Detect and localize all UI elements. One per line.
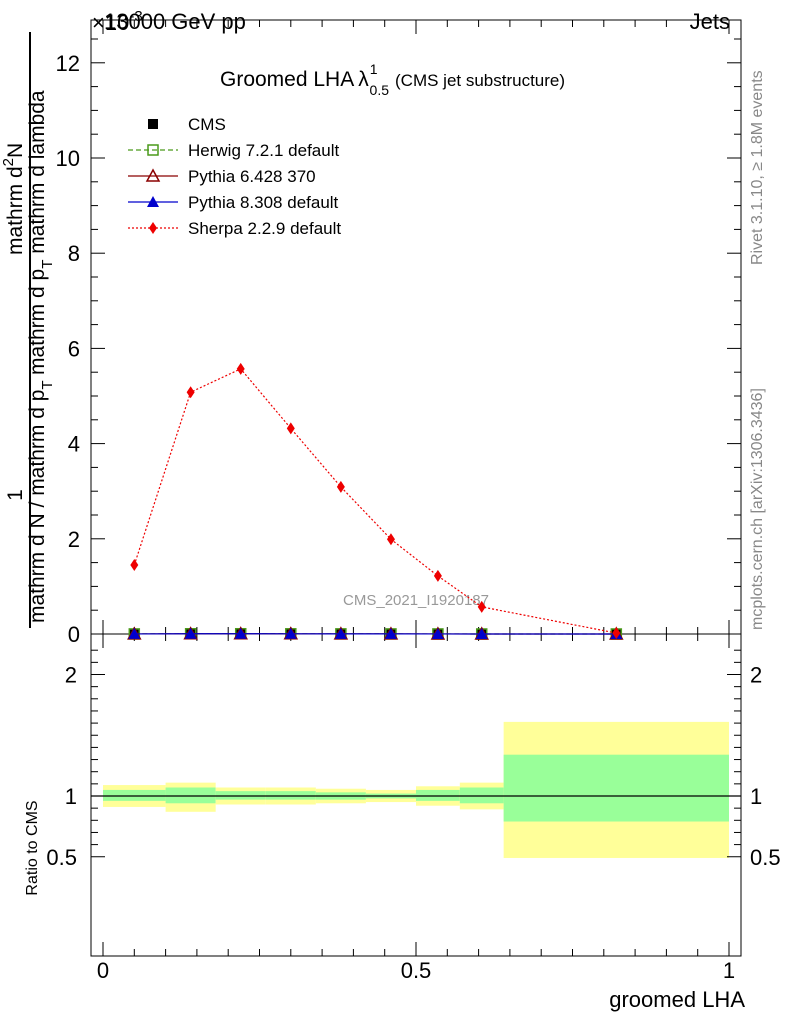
data-point [128, 627, 141, 639]
data-point [286, 422, 295, 435]
inner-band-bin [215, 791, 266, 800]
main-axes: 0 2 4 6 8 10 12 [56, 38, 741, 647]
main-ytick-label: 0 [68, 622, 80, 647]
main-ytick-label: 12 [56, 51, 80, 76]
data-point [612, 627, 621, 640]
category-label: Jets [690, 9, 730, 34]
ratio-xtick-label: 0.5 [401, 958, 432, 983]
ratio-ytick-label-right: 1 [750, 784, 762, 809]
legend-item: Sherpa 2.2.9 default [128, 219, 341, 238]
legend-label: Pythia 8.308 default [188, 193, 339, 212]
ratio-bands [91, 721, 741, 858]
data-point [186, 386, 195, 399]
inner-band-bin [103, 789, 166, 801]
data-point [236, 362, 245, 375]
main-ytick-label: 6 [68, 336, 80, 361]
x-axis-label: groomed LHA [609, 987, 745, 1012]
main-ytick-label: 10 [56, 146, 80, 171]
inner-band-bin [459, 787, 504, 804]
legend-item: Herwig 7.2.1 default [128, 141, 339, 160]
mcplots-side-label: mcplots.cern.ch [arXiv:1306.3436] [749, 388, 766, 630]
main-title: Groomed LHA λ1 0.5 (CMS jet substructure) [220, 61, 565, 98]
legend-marker [149, 222, 157, 234]
ratio-xtick-label: 1 [723, 958, 735, 983]
inner-band-bin [165, 787, 216, 804]
inner-band-bin [503, 754, 729, 822]
ratio-ytick-label: 0.5 [46, 845, 77, 870]
legend-item: Pythia 8.308 default [128, 193, 339, 212]
y-axis-label-main: 1 mathrm d N / mathrm d pT mathrm d2N ma… [0, 32, 56, 628]
legend-marker [148, 119, 158, 129]
ratio-xtick-label: 0 [97, 958, 109, 983]
data-point [477, 600, 486, 613]
data-point [184, 627, 197, 639]
data-point [475, 627, 488, 639]
series-sherpa-2-2-9-default [130, 362, 621, 640]
data-point [384, 627, 397, 639]
energy-label: 13000 GeV pp [104, 9, 246, 34]
inner-band-bin [265, 791, 316, 800]
ratio-ytick-label: 2 [65, 663, 77, 688]
ratio-ytick-label: 1 [65, 784, 77, 809]
series-line [133, 368, 617, 634]
legend-marker [145, 168, 161, 182]
inner-band-bin [416, 789, 460, 801]
main-ytick-label: 4 [68, 432, 80, 457]
series-pythia-8-308-default [128, 627, 623, 639]
legend-marker [147, 144, 159, 156]
ratio-y-label: Ratio to CMS [24, 800, 41, 895]
legend-item: CMS [148, 115, 226, 134]
y-label-denominator: mathrm d N / mathrm d pT [26, 380, 56, 623]
y-label-numerator-denom: mathrm d pT mathrm d lambda [26, 90, 56, 375]
legend-label: Sherpa 2.2.9 default [188, 219, 341, 238]
data-point [284, 627, 297, 639]
legend-item: Pythia 6.428 370 [128, 167, 316, 186]
main-ytick-label: 2 [68, 527, 80, 552]
exponent-label: ×10-3 [92, 8, 143, 35]
rivet-side-label: Rivet 3.1.10, ≥ 1.8M events [749, 70, 766, 265]
data-point [130, 558, 139, 571]
legend-label: Pythia 6.428 370 [188, 167, 316, 186]
watermark: CMS_2021_I1920187 [343, 592, 489, 609]
data-point [431, 627, 444, 639]
main-ytick-label: 8 [68, 241, 80, 266]
ratio-ytick-label-right: 0.5 [750, 845, 781, 870]
data-point [336, 480, 345, 493]
data-point [386, 533, 395, 546]
ratio-axes: 0.5 0.51 12 20 0.5 1 [46, 20, 781, 983]
main-series [127, 362, 624, 640]
y-label-numerator: mathrm d2N [0, 143, 27, 255]
legend-label: Herwig 7.2.1 default [188, 141, 339, 160]
main-plot-frame [90, 19, 742, 635]
data-point [433, 569, 442, 582]
data-point [234, 627, 247, 639]
data-point [334, 627, 347, 639]
legend-marker [147, 196, 159, 207]
ratio-ytick-label-right: 2 [750, 663, 762, 688]
legend-label: CMS [188, 115, 226, 134]
y-label-one: 1 [4, 489, 27, 501]
legend: CMS Herwig 7.2.1 default Pythia 6.428 370 P… [128, 115, 341, 238]
